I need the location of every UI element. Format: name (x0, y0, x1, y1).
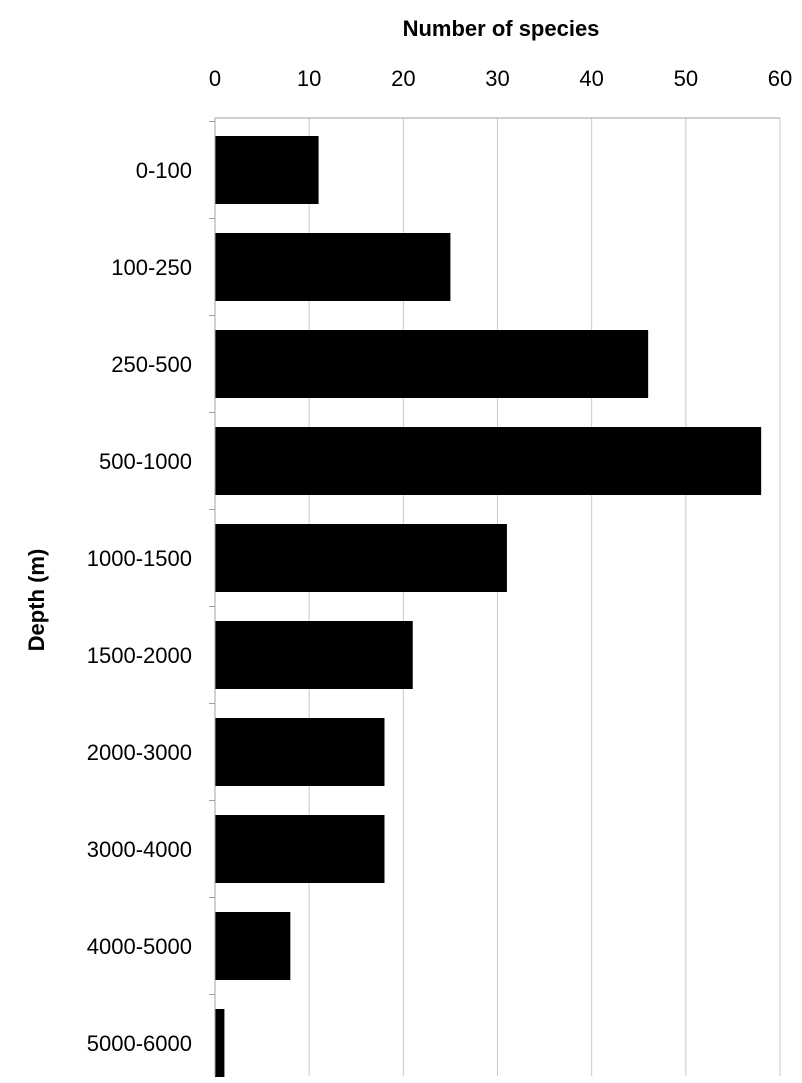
bar (215, 233, 451, 301)
x-tick-label: 50 (674, 66, 698, 91)
x-tick-label: 20 (391, 66, 415, 91)
bar (215, 330, 649, 398)
bar (215, 912, 291, 980)
y-tick-label: 500-1000 (99, 449, 192, 474)
y-axis-title: Depth (m) (24, 549, 49, 652)
y-tick-label: 1000-1500 (87, 546, 192, 571)
bar (215, 427, 762, 495)
y-tick-label: 5000-6000 (87, 1031, 192, 1056)
y-tick-label: 250-500 (111, 352, 192, 377)
y-tick-label: 100-250 (111, 255, 192, 280)
y-tick-label: 3000-4000 (87, 837, 192, 862)
bar (215, 1009, 225, 1077)
y-tick-label: 4000-5000 (87, 934, 192, 959)
y-tick-labels: 0-100 100-250 250-500 500-1000 1000-1500 1500… (87, 121, 215, 1056)
bar (215, 718, 385, 786)
bar (215, 621, 413, 689)
bar (215, 815, 385, 883)
y-tick-label: 1500-2000 (87, 643, 192, 668)
x-tick-label: 60 (768, 66, 792, 91)
x-tick-label: 30 (485, 66, 509, 91)
x-axis-title: Number of species (403, 16, 600, 41)
y-tick-label: 0-100 (136, 158, 192, 183)
x-tick-labels: 0 10 20 30 40 50 60 (209, 66, 792, 91)
x-tick-label: 10 (297, 66, 321, 91)
bar (215, 136, 319, 204)
bars (215, 136, 762, 1077)
bar (215, 524, 507, 592)
y-tick-label: 2000-3000 (87, 740, 192, 765)
x-tick-label: 0 (209, 66, 221, 91)
x-tick-label: 40 (579, 66, 603, 91)
